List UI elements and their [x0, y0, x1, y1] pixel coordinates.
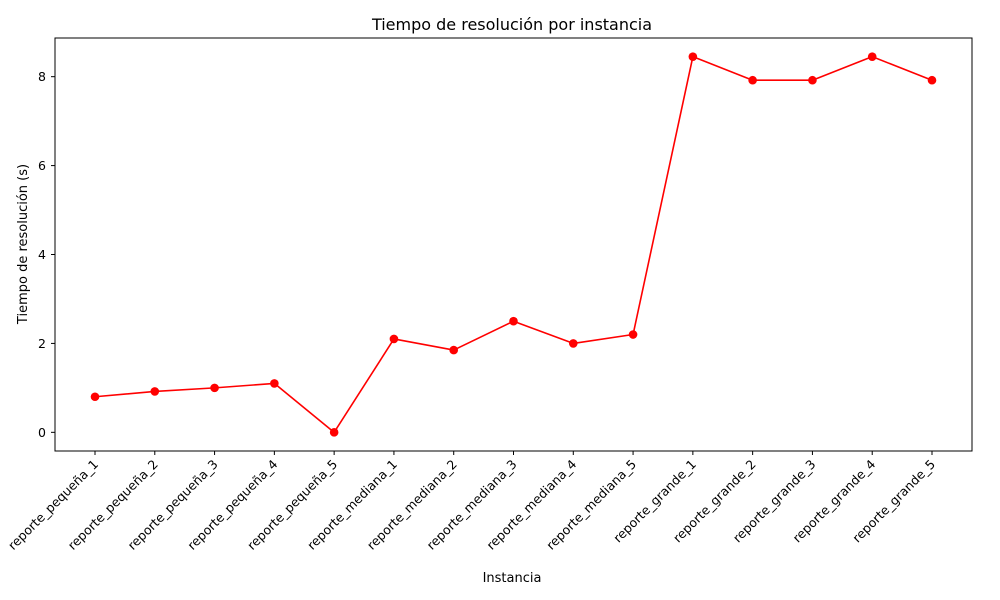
y-tick-label-0: 0	[38, 425, 46, 440]
data-point-5	[389, 334, 399, 344]
y-tick-label-1: 2	[38, 336, 46, 351]
chart-title: Tiempo de resolución por instancia	[371, 15, 652, 34]
data-point-14	[927, 75, 937, 85]
data-point-1	[150, 387, 160, 396]
data-point-12	[808, 75, 817, 85]
data-point-8	[568, 339, 578, 348]
data-point-10	[688, 52, 698, 61]
data-point-11	[748, 75, 757, 85]
y-tick-label-4: 8	[38, 69, 46, 84]
data-point-6	[449, 345, 459, 355]
data-point-2	[210, 383, 219, 393]
data-point-4	[329, 428, 339, 437]
y-tick-label-2: 4	[38, 247, 46, 262]
plot-area: 02468reporte_pequeña_1reporte_pequeña_2r…	[5, 37, 973, 553]
data-point-13	[867, 52, 877, 61]
y-axis-label: Tiempo de resolución (s)	[16, 164, 31, 325]
y-tick-label-3: 6	[38, 158, 46, 173]
series-line-0	[94, 55, 933, 434]
data-point-0	[90, 392, 100, 402]
data-point-9	[628, 330, 638, 339]
data-point-7	[509, 316, 518, 326]
x-axis-label: Instancia	[483, 571, 542, 586]
data-point-3	[270, 379, 279, 388]
